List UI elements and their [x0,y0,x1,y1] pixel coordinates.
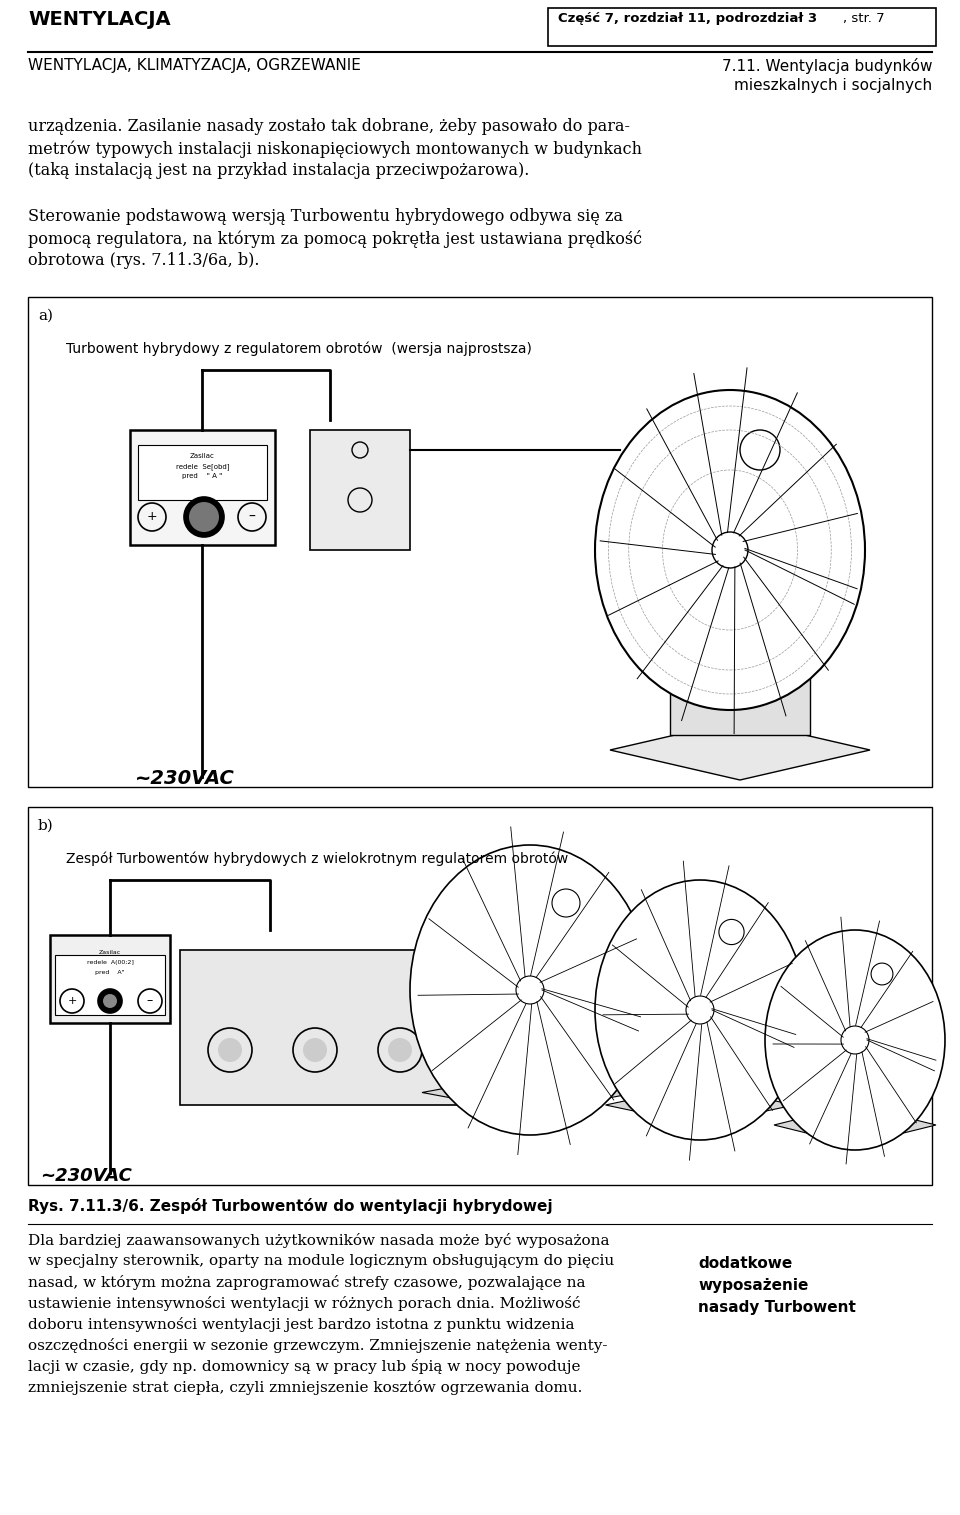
Text: , str. 7: , str. 7 [843,12,884,26]
Text: nasady Turbowent: nasady Turbowent [698,1300,856,1315]
Text: zmniejszenie strat ciepła, czyli zmniejszenie kosztów ogrzewania domu.: zmniejszenie strat ciepła, czyli zmniejs… [28,1380,583,1395]
Text: pred    A": pred A" [95,970,125,976]
Ellipse shape [595,389,865,711]
Bar [548,8,936,45]
Text: –: – [249,511,255,524]
Bar [310,430,410,550]
Bar [50,935,170,1023]
Text: Sterowanie podstawową wersją Turbowentu hybrydowego odbywa się za: Sterowanie podstawową wersją Turbowentu … [28,208,623,226]
Text: +: + [67,995,77,1006]
Circle shape [303,1038,327,1062]
Text: +: + [147,511,157,524]
Circle shape [388,1038,412,1062]
Bar [55,954,165,1015]
Text: Turbowent hybrydowy z regulatorem obrotów  (wersja najprostsza): Turbowent hybrydowy z regulatorem obrotó… [66,342,532,356]
Text: Zespół Turbowentów hybrydowych z wielokrotnym regulatorem obrotów: Zespół Turbowentów hybrydowych z wielokr… [66,851,568,867]
Ellipse shape [410,845,650,1135]
Circle shape [218,1038,242,1062]
Bar [138,445,267,500]
Text: WENTYLACJA, KLIMATYZACJA, OGRZEWANIE: WENTYLACJA, KLIMATYZACJA, OGRZEWANIE [28,58,361,73]
Circle shape [473,1038,497,1062]
Text: Zasilac: Zasilac [190,453,215,459]
Polygon shape [774,1104,936,1145]
Bar [28,807,932,1185]
Bar [670,670,810,735]
Text: b): b) [38,820,54,833]
Text: urządzenia. Zasilanie nasady zostało tak dobrane, żeby pasowało do para-: urządzenia. Zasilanie nasady zostało tak… [28,118,630,135]
Text: Część 7, rozdział 11, podrozdział 3: Część 7, rozdział 11, podrozdział 3 [558,12,817,26]
Bar [28,297,932,786]
Circle shape [184,497,224,536]
Text: dodatkowe: dodatkowe [698,1256,792,1271]
Text: nasad, w którym można zaprogramować strefy czasowe, pozwalające na: nasad, w którym można zaprogramować stre… [28,1276,586,1289]
Text: ~230VAC: ~230VAC [40,1167,132,1185]
Text: ustawienie intensywności wentylacji w różnych porach dnia. Możliwość: ustawienie intensywności wentylacji w ró… [28,1295,581,1310]
Bar [180,950,540,1104]
Bar [130,430,275,545]
Text: pred    " A ": pred " A " [182,473,223,479]
Text: doboru intensywności wentylacji jest bardzo istotna z punktu widzenia: doboru intensywności wentylacji jest bar… [28,1317,574,1332]
Text: a): a) [38,309,53,323]
Text: ~230VAC: ~230VAC [135,770,235,788]
Bar [647,1070,753,1106]
Text: wyposażenie: wyposażenie [698,1279,808,1292]
Text: redele  A(00;2]: redele A(00;2] [86,961,133,965]
Polygon shape [606,1085,795,1126]
Text: lacji w czasie, gdy np. domownicy są w pracy lub śpią w nocy powoduje: lacji w czasie, gdy np. domownicy są w p… [28,1359,581,1374]
Text: metrów typowych instalacji niskonapięciowych montowanych w budynkach: metrów typowych instalacji niskonapięcio… [28,139,642,158]
Text: pomocą regulatora, na którym za pomocą pokrętła jest ustawiana prędkość: pomocą regulatora, na którym za pomocą p… [28,230,642,248]
Circle shape [98,989,122,1014]
Text: 7.11. Wentylacja budynków: 7.11. Wentylacja budynków [722,58,932,74]
Text: Dla bardziej zaawansowanych użytkowników nasada może być wyposażona: Dla bardziej zaawansowanych użytkowników… [28,1233,610,1248]
Text: w specjalny sterownik, oparty na module logicznym obsługującym do pięciu: w specjalny sterownik, oparty na module … [28,1254,614,1268]
Bar [470,1057,590,1097]
Bar [810,1089,900,1121]
Text: Rys. 7.11.3/6. Zespół Turbowentów do wentylacji hybrydowej: Rys. 7.11.3/6. Zespół Turbowentów do wen… [28,1198,553,1214]
Polygon shape [610,720,870,780]
Text: redele  Se[obd]: redele Se[obd] [176,464,229,470]
Text: obrotowa (rys. 7.11.3/6a, b).: obrotowa (rys. 7.11.3/6a, b). [28,251,259,270]
Text: –: – [147,994,154,1007]
Text: WENTYLACJA: WENTYLACJA [28,11,171,29]
Ellipse shape [595,880,805,1139]
Text: Zasilac: Zasilac [99,950,121,954]
Text: (taką instalacją jest na przykład instalacja przeciwpożarowa).: (taką instalacją jest na przykład instal… [28,162,529,179]
Ellipse shape [765,930,945,1150]
Text: oszczędności energii w sezonie grzewczym. Zmniejszenie natężenia wenty-: oszczędności energii w sezonie grzewczym… [28,1338,608,1353]
Circle shape [189,501,219,532]
Polygon shape [422,1073,638,1112]
Text: mieszkalnych i socjalnych: mieszkalnych i socjalnych [733,77,932,92]
Circle shape [103,994,117,1007]
